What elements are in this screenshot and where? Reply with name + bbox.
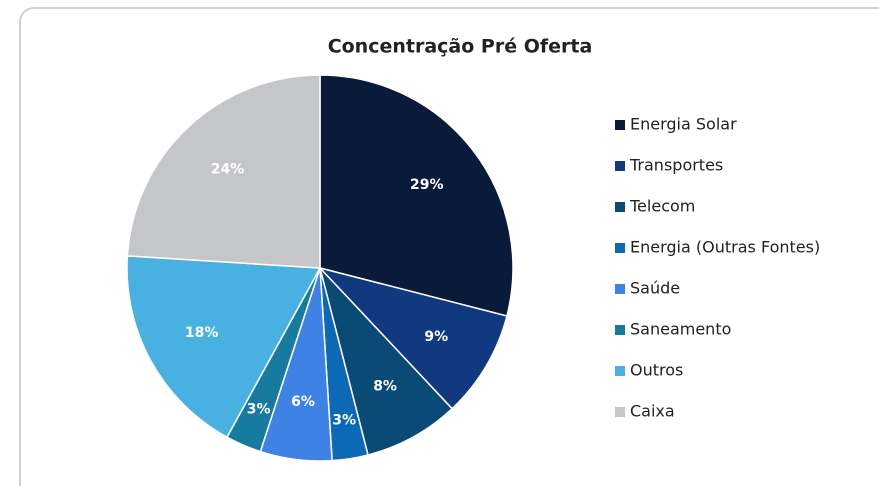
legend-label: Saneamento bbox=[630, 320, 731, 339]
pie-slice bbox=[319, 267, 454, 456]
legend-swatch bbox=[615, 202, 625, 212]
legend-swatch bbox=[615, 407, 625, 417]
legend-swatch bbox=[615, 161, 625, 171]
legend-swatch bbox=[615, 325, 625, 335]
pie-slice bbox=[319, 74, 514, 317]
chart-title: Concentração Pré Oferta bbox=[328, 36, 593, 58]
data-label: 6% bbox=[291, 394, 315, 410]
data-label: 9% bbox=[424, 329, 448, 345]
pie-slice bbox=[317, 266, 508, 410]
legend-label: Energia Solar bbox=[630, 115, 737, 134]
data-label: 18% bbox=[185, 325, 219, 341]
data-label: 3% bbox=[332, 412, 356, 428]
data-label: 8% bbox=[373, 378, 397, 394]
legend-label: Saúde bbox=[630, 279, 680, 298]
legend-swatch bbox=[615, 120, 625, 130]
pie-slice bbox=[126, 74, 321, 269]
legend-label: Telecom bbox=[629, 197, 695, 216]
data-label: 29% bbox=[410, 177, 444, 193]
data-label: 3% bbox=[247, 402, 271, 418]
legend-swatch bbox=[615, 284, 625, 294]
legend-label: Energia (Outras Fontes) bbox=[630, 238, 820, 257]
legend-label: Caixa bbox=[630, 402, 675, 421]
legend-swatch bbox=[615, 366, 625, 376]
pie-slice bbox=[126, 255, 322, 439]
legend-label: Transportes bbox=[629, 156, 723, 175]
data-label: 24% bbox=[211, 162, 245, 178]
legend-label: Outros bbox=[630, 361, 683, 380]
legend-swatch bbox=[615, 243, 625, 253]
